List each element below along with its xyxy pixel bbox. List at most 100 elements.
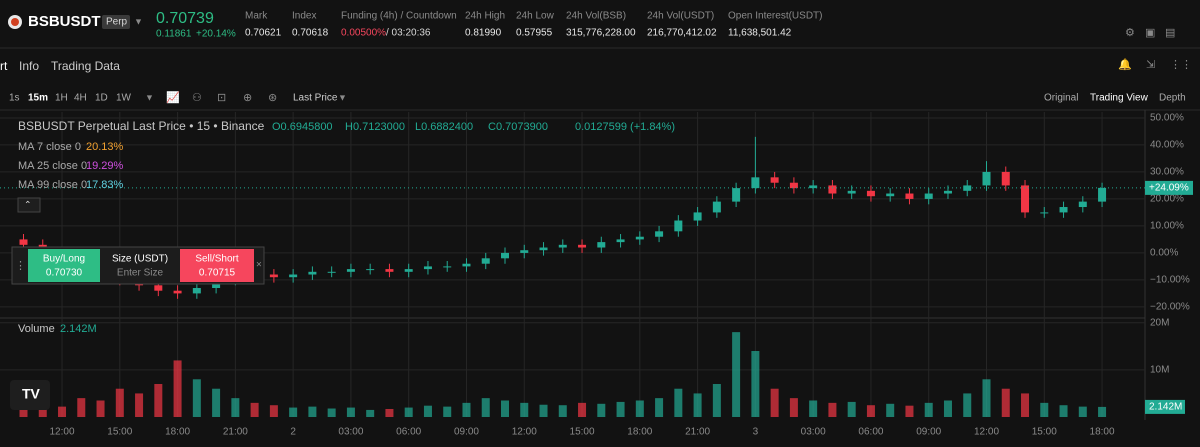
x-tick-label: 12:00 [512, 427, 537, 438]
volume-bar [385, 408, 394, 417]
candle-body [19, 239, 28, 245]
candle-body [520, 250, 529, 253]
collapse-button[interactable] [17, 197, 41, 213]
indicator-name: MA 7 close 0 [18, 141, 81, 153]
x-tick-label: 18:00 [165, 427, 190, 438]
candle-body [404, 269, 413, 272]
sell-price[interactable]: 0.70715 [199, 268, 236, 279]
candle-body [963, 185, 972, 191]
volume-bar [192, 379, 201, 417]
candle-body [866, 190, 875, 197]
volume-bar [809, 400, 818, 417]
close-icon[interactable]: × [256, 260, 262, 271]
marks: +24.09% 2.142M [0, 136, 1193, 417]
interval[interactable]: 1W [116, 93, 132, 104]
tool-icon[interactable]: ⊕ [243, 92, 252, 104]
tab[interactable]: rt [0, 59, 8, 73]
stat-label: 24h Low [516, 11, 555, 22]
size-input[interactable]: Enter Size [117, 268, 164, 279]
view-tab[interactable]: Original [1044, 93, 1078, 104]
buy-button[interactable] [28, 249, 100, 282]
top-icons: ⚙ ▣ ▤ [1125, 27, 1175, 39]
candle-body [635, 236, 644, 240]
tab[interactable]: Info [19, 59, 39, 73]
candle-body [655, 231, 664, 237]
x-tick-label: 18:00 [1090, 427, 1115, 438]
volume-bar [866, 405, 875, 417]
view-tab[interactable]: Trading View [1090, 93, 1149, 104]
stat-label: 24h Vol(USDT) [647, 11, 714, 22]
interval[interactable]: 1D [95, 93, 108, 104]
icon[interactable]: 🔔 [1118, 58, 1132, 71]
drag-handle[interactable]: ⋮ [15, 260, 26, 272]
indicator-name: MA 99 close 0 [18, 179, 87, 191]
candle-body [154, 285, 163, 291]
volume-bar [115, 388, 124, 417]
volume-bar [905, 405, 914, 417]
ohlc-value: L0.6882400 [415, 121, 473, 133]
price-source[interactable]: Last Price [293, 93, 338, 104]
stat-value: 0.70621 [245, 28, 282, 39]
volume-bar [462, 402, 471, 417]
volume-bar [943, 400, 952, 417]
volume-bar [1021, 393, 1030, 417]
volume-tag [1145, 399, 1185, 414]
x-tick-label: 3 [753, 427, 759, 438]
volume-bar [1098, 406, 1107, 417]
tool-icon[interactable]: ⊡ [217, 92, 226, 104]
candle-body [289, 274, 298, 278]
interval[interactable]: 1H [55, 93, 68, 104]
candle-body [462, 263, 471, 267]
buy-label[interactable]: Buy/Long [43, 254, 85, 265]
candle-body [1001, 171, 1010, 186]
sell-button[interactable] [180, 249, 254, 282]
stat-label: Open Interest(USDT) [728, 11, 822, 22]
view-tab[interactable]: Depth [1159, 93, 1186, 104]
volume-bar [1001, 388, 1010, 417]
dropdown-arrow[interactable]: ▼ [338, 92, 347, 102]
volume-bar [616, 401, 625, 417]
x-tick-label: 06:00 [858, 427, 883, 438]
interval[interactable]: 15m [28, 93, 48, 104]
candle-body [712, 201, 721, 213]
volume-bar [308, 406, 317, 417]
icon[interactable]: ▤ [1165, 27, 1175, 39]
tool-icon[interactable]: ⊛ [268, 92, 277, 104]
dropdown-arrow[interactable]: ▼ [134, 16, 143, 26]
candle-body [693, 212, 702, 221]
dropdown-arrow[interactable]: ▼ [145, 92, 154, 102]
volume-bar [886, 403, 895, 417]
y-tick-label: −10.00% [1150, 275, 1190, 286]
last-price: 0.70739 [156, 10, 214, 27]
icon[interactable]: ⇲ [1146, 59, 1155, 71]
interval[interactable]: 1s [9, 93, 20, 104]
volume-bar [751, 351, 760, 417]
buy-price[interactable]: 0.70730 [46, 268, 83, 279]
x-tick-label: 18:00 [627, 427, 652, 438]
ohlc-value: 0.0127599 (+1.84%) [575, 121, 675, 133]
intervals: 1s 15m 1H 4H 1D 1W [9, 93, 132, 104]
icon[interactable]: ▣ [1145, 27, 1155, 39]
symbol[interactable]: BSBUSDT [28, 13, 101, 30]
tool-icon[interactable]: 📈 [166, 91, 180, 104]
x-tick-label: 21:00 [223, 427, 248, 438]
indicator-value: 17.83% [86, 179, 124, 191]
candle-body [905, 193, 914, 199]
volume-bar [578, 402, 587, 417]
stat-label: 24h High [465, 11, 505, 22]
icon[interactable]: ⋮⋮ [1170, 59, 1192, 71]
sell-label[interactable]: Sell/Short [195, 254, 239, 265]
interval[interactable]: 4H [74, 93, 87, 104]
tool-icon[interactable]: ⚇ [192, 92, 202, 104]
collapse-icon[interactable]: ⌃ [24, 199, 32, 209]
candle-body [732, 188, 741, 202]
icon[interactable]: ⚙ [1125, 27, 1135, 39]
ohlc-value: O0.6945800 [272, 121, 333, 133]
stat-value: 315,776,228.00 [566, 28, 636, 39]
indicator-name: MA 25 close 0 [18, 160, 87, 172]
x-tick-label: 09:00 [454, 427, 479, 438]
tab[interactable]: Trading Data [51, 59, 120, 73]
volume-bar [963, 393, 972, 417]
perp-badge [102, 15, 130, 29]
